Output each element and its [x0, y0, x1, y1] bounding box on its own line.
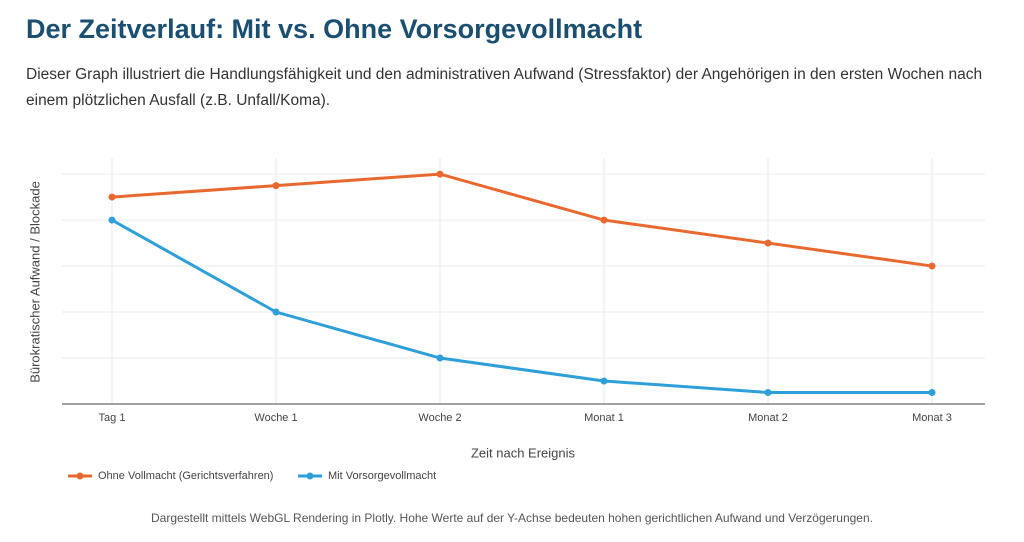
legend-swatch-dot [306, 472, 314, 480]
description: Dieser Graph illustriert die Handlungsfä… [26, 66, 983, 109]
data-point [436, 170, 444, 178]
legend-label: Ohne Vollmacht (Gerichtsverfahren) [98, 470, 273, 482]
data-point [108, 193, 116, 201]
series-line [111, 218, 932, 395]
series-line [111, 172, 933, 268]
x-tick-label: Woche 2 [418, 412, 461, 424]
data-point [108, 216, 116, 224]
data-point [764, 239, 772, 247]
x-tick-label: Monat 3 [912, 412, 952, 424]
x-tick-label: Monat 2 [748, 412, 788, 424]
data-point [928, 389, 936, 397]
x-axis-title: Zeit nach Ereignis [471, 445, 576, 460]
data-point [600, 377, 608, 385]
footer-note: Dargestellt mittels WebGL Rendering in P… [151, 511, 873, 525]
data-point [436, 354, 444, 362]
x-tick-label: Tag 1 [99, 412, 126, 424]
data-point [272, 308, 280, 316]
data-point [764, 389, 772, 397]
x-tick-label: Monat 1 [584, 412, 624, 424]
y-axis-title: Bürokratischer Aufwand / Blockade [27, 181, 42, 383]
page-title: Der Zeitverlauf: Mit vs. Ohne Vorsorgevo… [26, 14, 643, 44]
legend-label: Mit Vorsorgevollmacht [328, 470, 436, 482]
data-point [928, 262, 936, 270]
legend-swatch-dot [76, 472, 84, 480]
data-point [272, 182, 280, 190]
x-tick-label: Woche 1 [254, 412, 297, 424]
data-point [600, 216, 608, 224]
